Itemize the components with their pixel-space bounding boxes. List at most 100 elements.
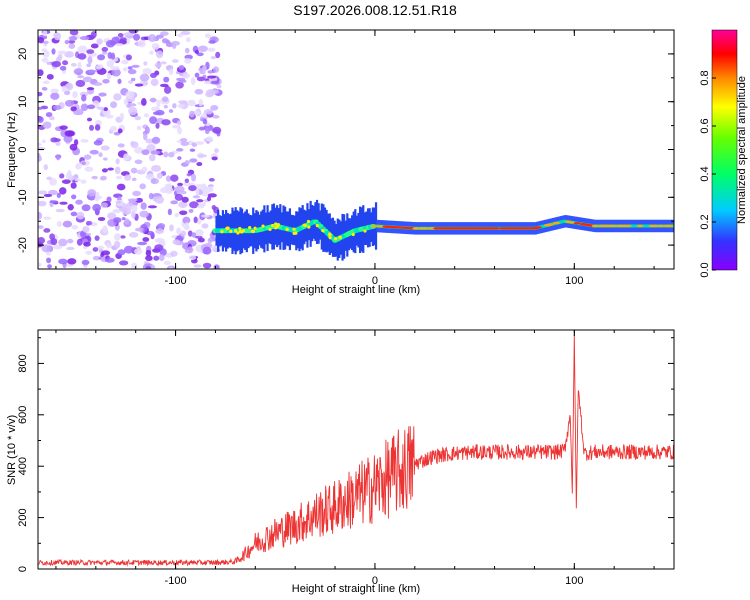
snr-ylabel: SNR (10 * v/v): [6, 415, 18, 485]
noise-blob: [210, 80, 220, 85]
noise-blob: [155, 50, 164, 59]
noise-blob: [62, 60, 69, 66]
noise-blob: [176, 120, 182, 126]
noise-blob: [134, 248, 143, 255]
noise-blob: [125, 90, 135, 99]
noise-blob: [98, 92, 107, 97]
noise-blob: [202, 64, 207, 73]
noise-blob: [148, 192, 154, 200]
noise-blob: [102, 78, 110, 84]
noise-blob: [80, 138, 89, 143]
noise-blob: [156, 99, 161, 108]
noise-blob: [41, 139, 46, 143]
trace-spot: [292, 227, 296, 231]
noise-blob: [64, 99, 75, 107]
noise-blob: [128, 232, 139, 238]
noise-blob: [117, 78, 122, 85]
noise-blob: [170, 200, 178, 205]
noise-blob: [107, 167, 114, 171]
snr-panel: -100 0 100 0 200 400 600 800 Height of straight…: [6, 329, 675, 595]
noise-blob: [114, 166, 121, 175]
noise-blob: [96, 38, 103, 45]
noise-blob: [127, 103, 137, 107]
noise-blob: [130, 204, 138, 213]
noise-blob: [71, 225, 79, 230]
y-tick-label: 400: [17, 457, 29, 475]
noise-blob: [82, 76, 93, 83]
noise-blob: [142, 81, 148, 86]
noise-blob: [42, 40, 49, 45]
noise-blob: [95, 65, 103, 70]
noise-blob: [107, 51, 113, 59]
noise-blob: [178, 79, 187, 83]
noise-blob: [50, 92, 60, 100]
x-tick-label: -100: [165, 275, 187, 287]
noise-blob: [195, 141, 205, 145]
trace-spot: [225, 227, 230, 231]
noise-blob: [214, 148, 219, 154]
noise-blob: [116, 183, 126, 191]
trace-spot: [238, 226, 242, 231]
noise-blob: [180, 230, 187, 237]
noise-blob: [105, 114, 114, 119]
noise-blob: [212, 66, 220, 73]
noise-blob: [61, 85, 67, 93]
noise-blob: [92, 255, 101, 261]
noise-blob: [168, 151, 175, 158]
noise-blob: [43, 216, 52, 220]
noise-blob: [92, 203, 102, 212]
noise-blob: [102, 225, 108, 234]
noise-blob: [56, 192, 61, 198]
noise-blob: [50, 238, 58, 246]
noise-blob: [92, 247, 99, 252]
noise-blob: [184, 222, 190, 229]
noise-blob: [197, 204, 205, 209]
noise-blob: [100, 250, 111, 256]
trace-spot: [261, 224, 265, 228]
noise-blob: [190, 77, 196, 86]
noise-blob: [143, 132, 148, 141]
noise-blob: [170, 250, 178, 257]
noise-blob: [134, 227, 144, 232]
noise-blob: [145, 249, 152, 257]
y-tick-label: 0: [17, 566, 29, 572]
trace-spot: [351, 232, 355, 237]
noise-blob: [178, 201, 188, 209]
trace-peak: [370, 225, 378, 228]
noise-blob: [151, 106, 160, 112]
noise-blob: [38, 91, 43, 97]
trace-peak: [651, 224, 659, 228]
noise-blob: [149, 116, 158, 124]
noise-blob: [46, 61, 51, 65]
noise-blob: [130, 167, 138, 174]
noise-blob: [203, 80, 212, 85]
noise-blob: [132, 33, 141, 41]
noise-blob: [163, 151, 169, 158]
colorbar-gradient: [711, 29, 738, 271]
chart-title: S197.2026.008.12.51.R18: [293, 2, 457, 18]
noise-blob: [150, 72, 157, 79]
noise-blob: [128, 30, 139, 34]
noise-blob: [176, 148, 184, 152]
noise-blob: [81, 161, 86, 165]
trace-spot: [321, 228, 325, 233]
noise-blob: [75, 199, 83, 205]
noise-blob: [68, 43, 76, 49]
noise-blob: [181, 196, 189, 203]
noise-blob: [196, 76, 206, 82]
noise-blob: [149, 264, 156, 269]
colorbar-tick-label: 0.6: [699, 118, 711, 133]
noise-blob: [119, 112, 125, 121]
noise-blob: [150, 178, 159, 185]
noise-blob: [106, 72, 112, 80]
noise-blob: [184, 57, 192, 64]
trace-peak: [624, 224, 632, 228]
noise-blob: [142, 237, 150, 242]
noise-blob: [207, 70, 214, 74]
trace-spot: [250, 229, 254, 233]
y-tick-label: 10: [17, 96, 29, 108]
noise-blob: [80, 179, 87, 184]
noise-blob: [125, 54, 132, 61]
noise-blob: [86, 104, 95, 110]
